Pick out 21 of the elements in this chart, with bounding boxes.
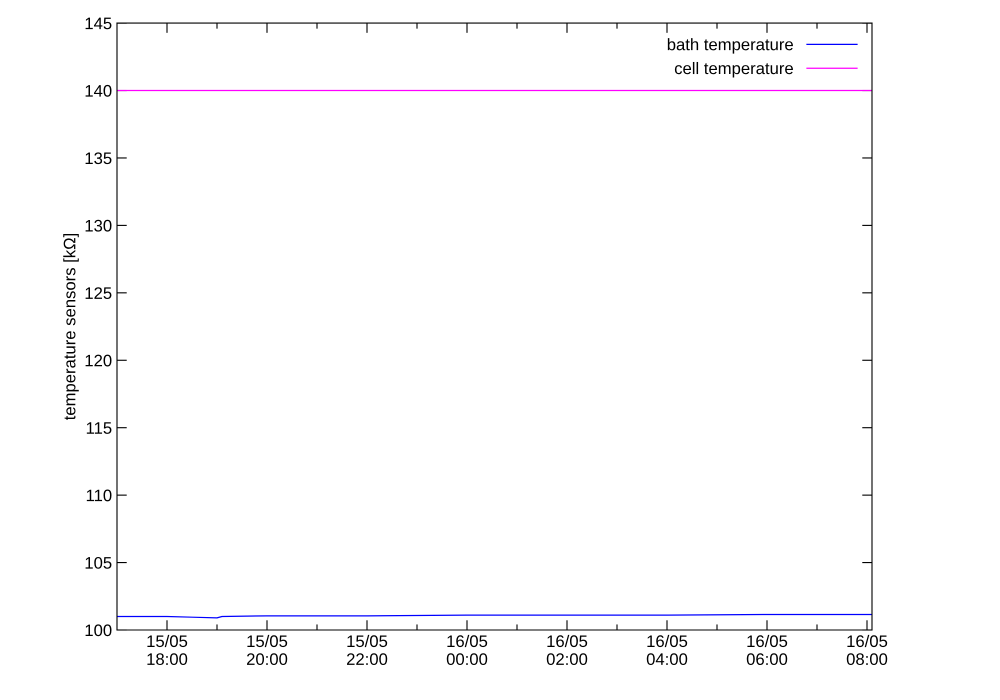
y-tick-label: 120 (86, 354, 112, 366)
y-tick-label: 105 (86, 556, 112, 569)
y-tick-label: 125 (86, 287, 112, 300)
x-tick-label: 16/05 00:00 (446, 634, 488, 666)
x-tick-label: 15/05 22:00 (346, 634, 388, 666)
x-tick-label: 16/05 08:00 (846, 634, 888, 666)
y-tick-label: 130 (86, 220, 112, 232)
y-tick-label: 140 (86, 84, 112, 97)
legend-label: bath temperature (668, 38, 793, 54)
x-tick-label: 16/05 06:00 (746, 634, 788, 666)
x-tick-label: 16/05 04:00 (646, 634, 688, 666)
y-axis-title: temperature sensors [kΩ] (63, 234, 79, 420)
y-tick-label: 135 (86, 152, 112, 164)
x-tick-label: 16/05 02:00 (546, 634, 588, 666)
x-tick-label: 15/05 20:00 (246, 634, 288, 666)
y-tick-label: 115 (86, 422, 112, 434)
y-tick-label: 110 (86, 490, 112, 502)
y-tick-label: 100 (86, 624, 112, 636)
legend-label: cell temperature (674, 62, 793, 78)
y-tick-label: 145 (86, 18, 112, 30)
x-tick-label: 15/05 18:00 (147, 634, 188, 666)
